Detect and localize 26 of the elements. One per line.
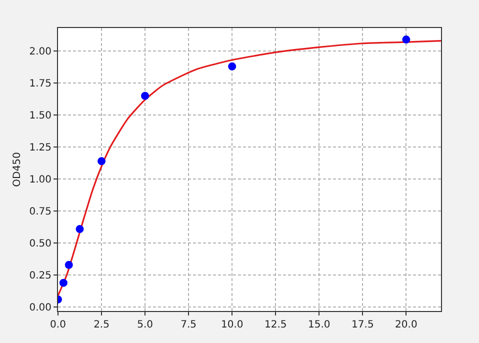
- x-tick-label: 5.0: [137, 320, 154, 330]
- point: [141, 92, 150, 100]
- x-tick-label: 7.5: [180, 320, 197, 330]
- x-tick-label: 12.5: [264, 320, 287, 330]
- x-tick-label: 0.0: [50, 320, 66, 330]
- point: [59, 278, 68, 287]
- y-tick-label: 0.50: [29, 238, 52, 250]
- y-axis-title: OD450: [12, 152, 24, 187]
- y-tick-label: 0.75: [29, 206, 52, 218]
- point: [228, 62, 236, 70]
- x-tick-label: 10.0: [220, 320, 244, 330]
- point: [98, 157, 106, 166]
- y-tick-label: 1.50: [29, 110, 52, 122]
- point: [76, 225, 84, 234]
- y-tick-label: 1.25: [29, 142, 52, 154]
- x-tick-label: 15.0: [308, 320, 330, 330]
- point: [402, 36, 410, 44]
- point: [64, 260, 73, 269]
- x-tick-label: 17.5: [352, 320, 374, 330]
- y-tick-label: 0.00: [29, 302, 52, 314]
- y-tick-label: 0.25: [29, 270, 52, 282]
- x-tick-label: 2.5: [94, 320, 110, 330]
- x-tick-label: 20.0: [395, 320, 418, 330]
- y-tick-label: 1.75: [29, 78, 52, 90]
- y-tick-label: 1.00: [29, 174, 52, 186]
- y-tick-label: 2.00: [29, 46, 52, 58]
